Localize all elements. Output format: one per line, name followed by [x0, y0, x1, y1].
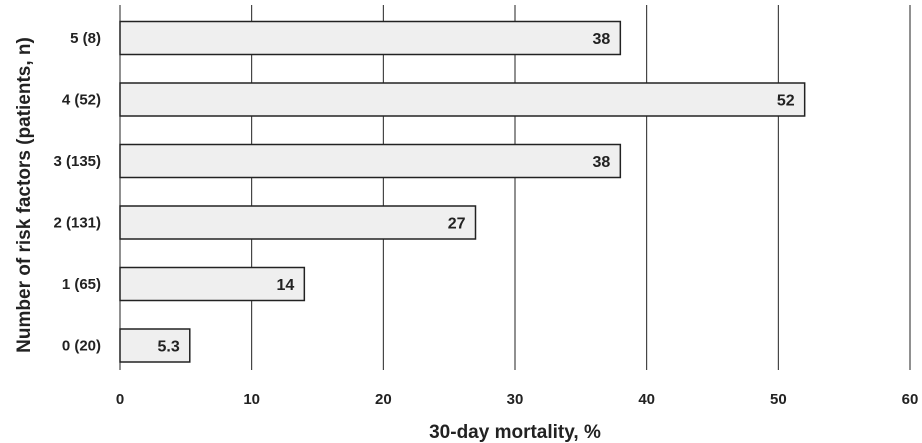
y-tick-label-3: 2 (131) — [53, 215, 101, 232]
x-tick-label: 30 — [507, 391, 524, 408]
x-tick-label: 10 — [243, 391, 260, 408]
bar-1 — [119, 82, 806, 117]
bars: 38 52 38 27 14 5.3 — [119, 20, 806, 363]
bar-5 — [119, 328, 191, 363]
x-tick-label: 20 — [375, 391, 392, 408]
y-tick-label-2: 3 (135) — [53, 153, 101, 170]
data-label-3: 27 — [448, 216, 466, 233]
bar-3 — [119, 205, 477, 240]
y-tick-label-5: 0 (20) — [62, 338, 101, 355]
data-label-0: 38 — [593, 31, 611, 48]
data-label-5: 5.3 — [158, 339, 180, 356]
x-tick-label: 50 — [770, 391, 787, 408]
x-tick-label: 0 — [116, 391, 124, 408]
x-tick-labels: 0 10 20 30 40 50 60 — [116, 391, 919, 408]
y-axis-title: Number of risk factors (patients, n) — [14, 37, 35, 353]
data-label-1: 52 — [777, 93, 795, 110]
y-tick-label-0: 5 (8) — [70, 30, 101, 47]
x-tick-label: 40 — [638, 391, 655, 408]
y-tick-label-4: 1 (65) — [62, 276, 101, 293]
gridlines — [119, 5, 911, 370]
bar-4 — [119, 266, 306, 302]
y-tick-labels: 5 (8) 4 (52) 3 (135) 2 (131) 1 (65) 0 (20) — [53, 30, 101, 355]
y-tick-label-1: 4 (52) — [62, 92, 101, 109]
x-tick-label: 60 — [902, 391, 919, 408]
x-axis-title: 30-day mortality, % — [429, 422, 601, 443]
bar-2 — [119, 143, 622, 179]
data-label-2: 38 — [593, 154, 611, 171]
bar-0 — [119, 20, 622, 56]
data-label-4: 14 — [277, 277, 295, 294]
